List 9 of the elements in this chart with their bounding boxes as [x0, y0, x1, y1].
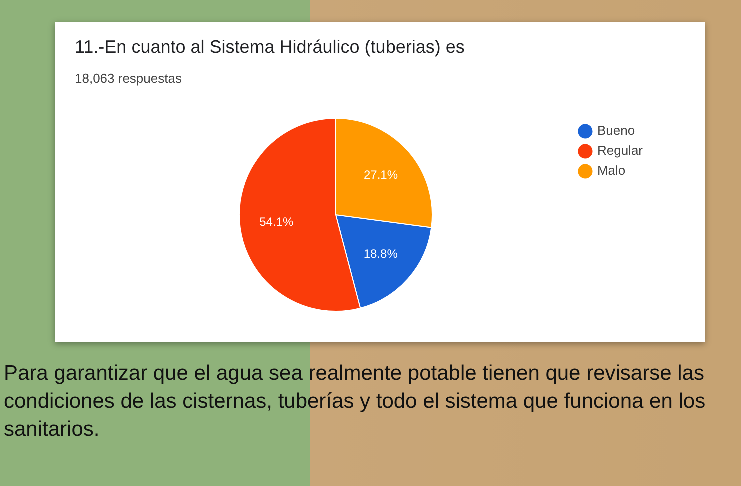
text: Para garantizar que el agua sea realmente potable tienen que revisarse las condiciones de las cisternas, tuberías y todo el sistema que funciona en los sanitarios. [4, 361, 707, 443]
data-label: 54.1% [260, 215, 294, 229]
legend-label: Malo [597, 163, 626, 178]
data-label: 27.1% [364, 168, 398, 182]
data-label: 18.8% [364, 246, 398, 261]
chart-title: 11.-En cuanto al Sistema Hidráulico (tuberias) es [75, 37, 465, 58]
legend-label: Bueno [597, 123, 636, 138]
text: 18,063 respuestas [75, 71, 182, 86]
legend-label: Regular [597, 143, 644, 158]
